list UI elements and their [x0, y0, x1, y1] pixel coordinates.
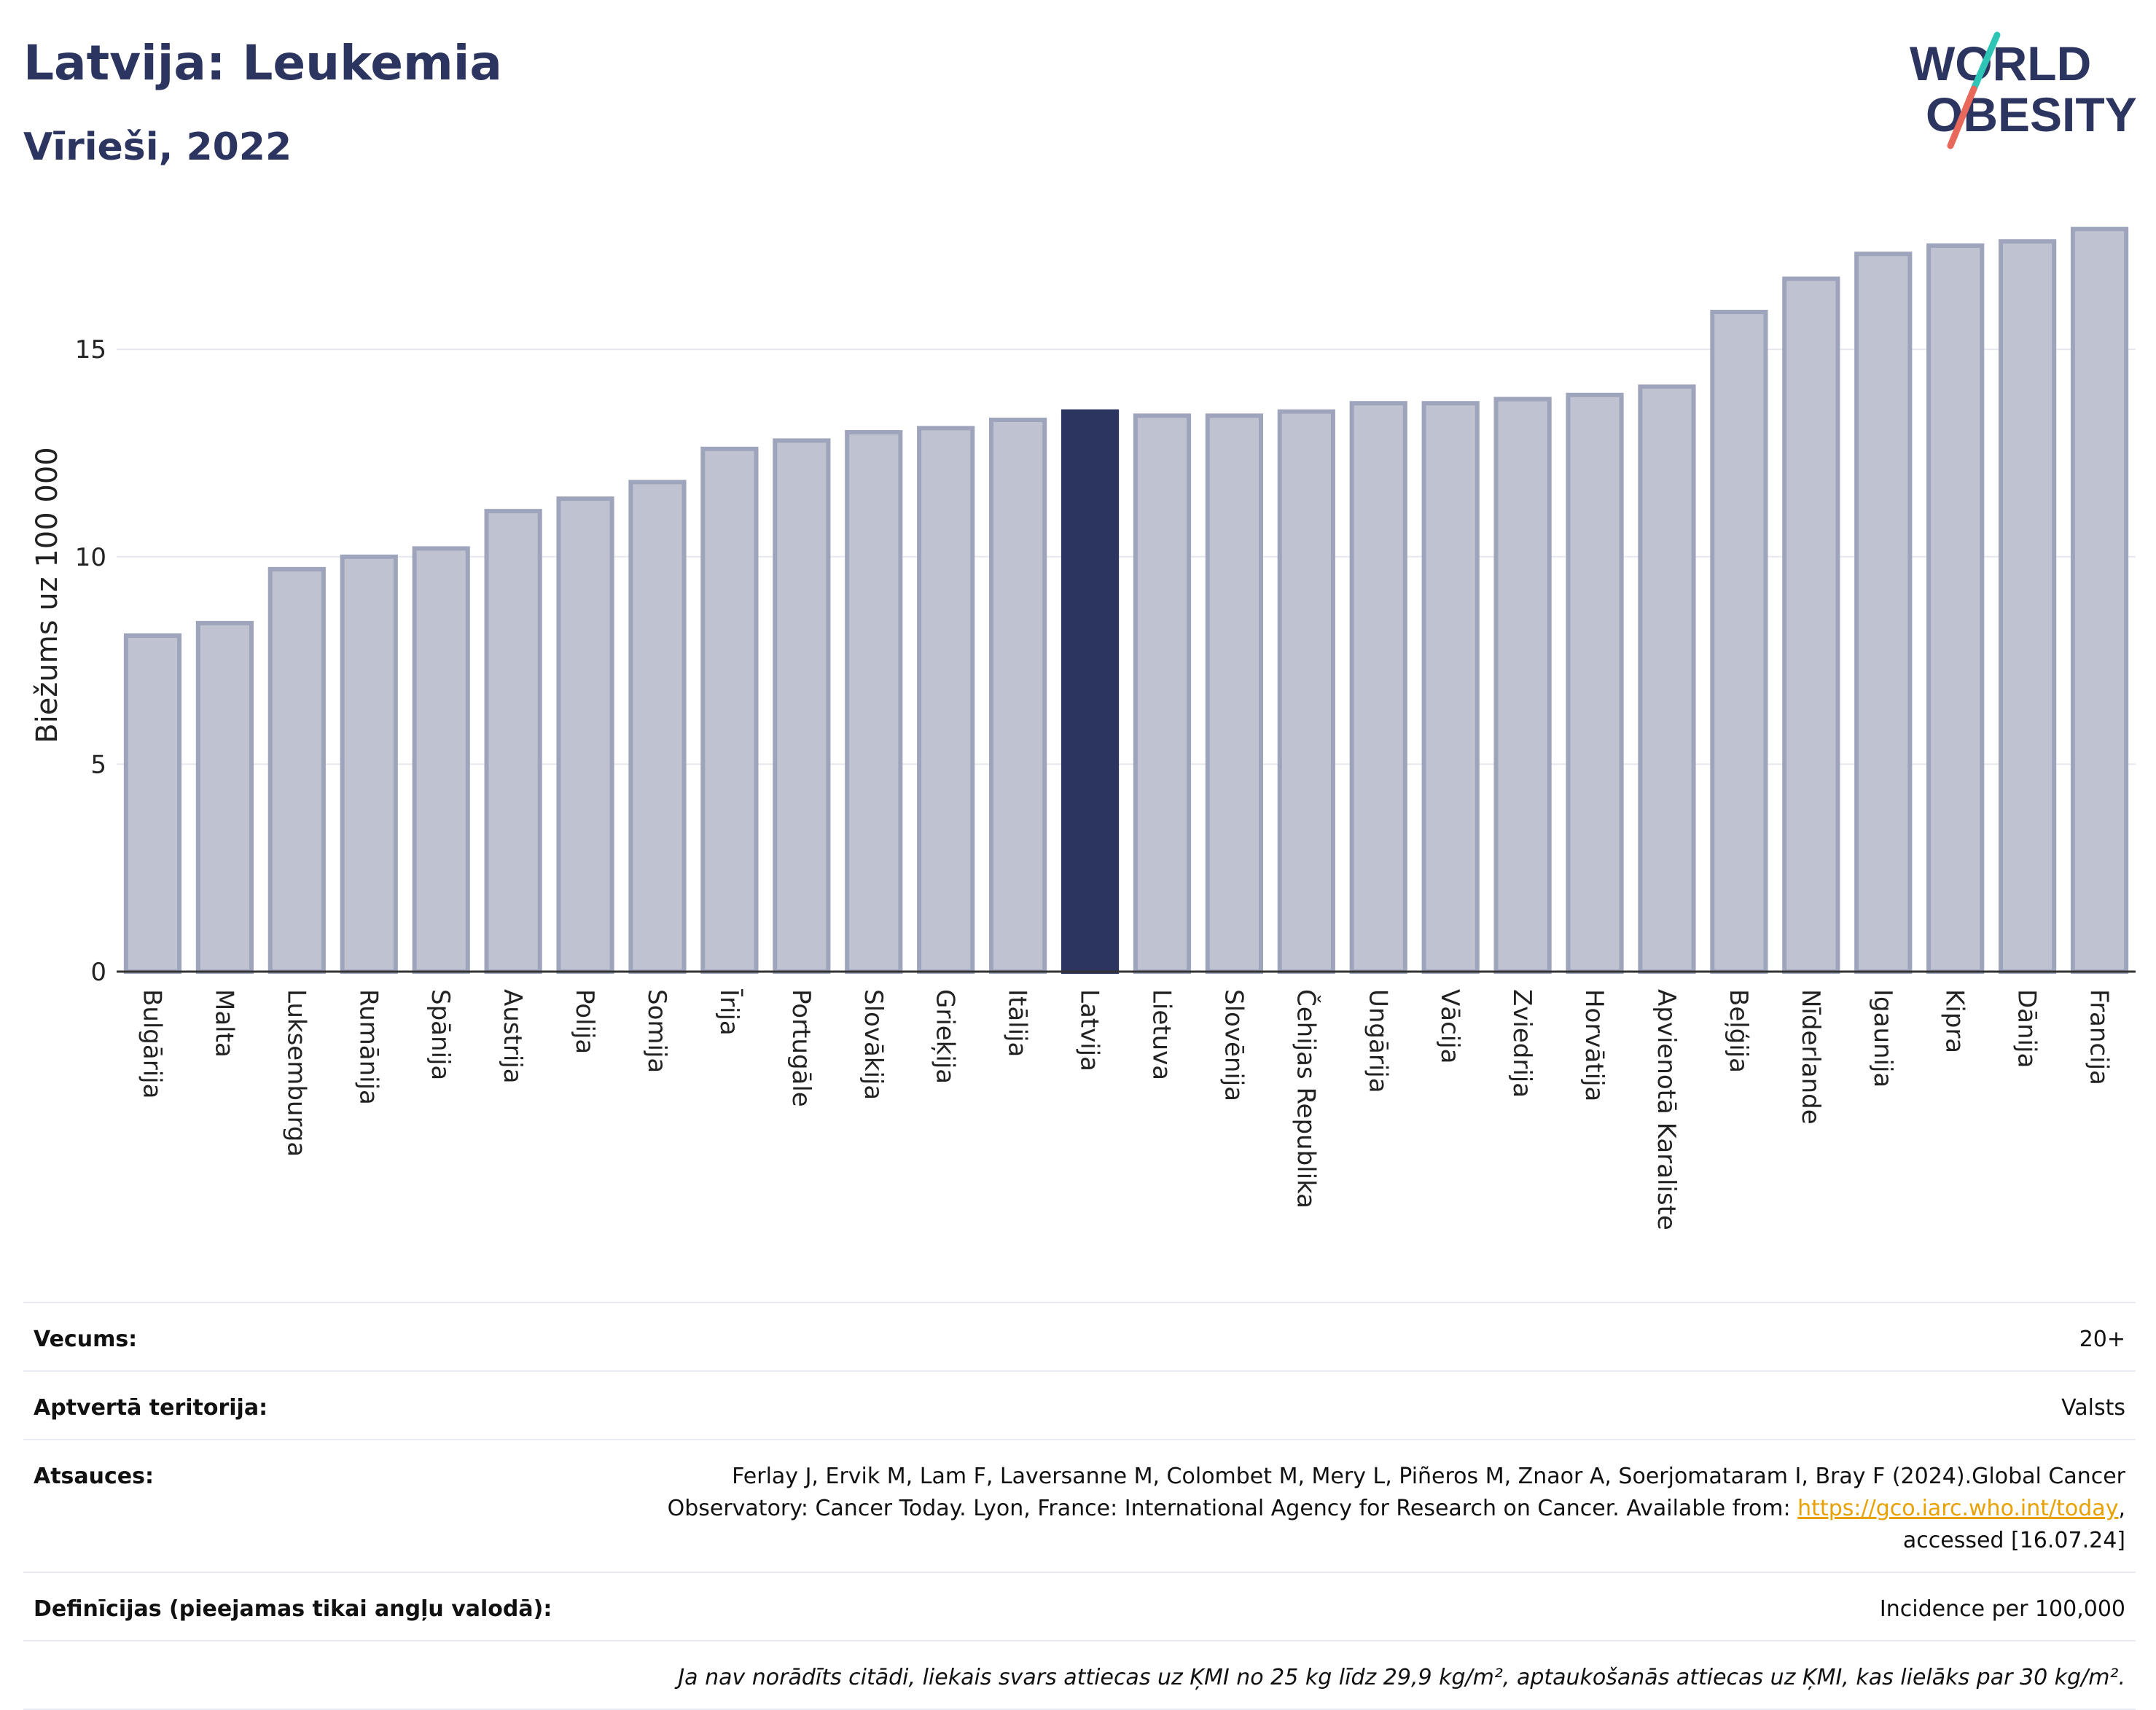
bar-Polija — [556, 496, 614, 974]
bar-Horvātija — [1566, 392, 1624, 974]
info-row-definitions: Definīcijas (pieejamas tikai angļu valod… — [23, 1572, 2136, 1640]
bar-Latvija — [1061, 409, 1120, 974]
x-tick-label: Spānija — [426, 989, 455, 1080]
x-tick-label: Rumānija — [354, 989, 383, 1105]
references-text-2: Observatory: Cancer Today. Lyon, France:… — [667, 1496, 1798, 1521]
bar-Dānija — [1999, 239, 2057, 974]
references-link[interactable]: https://gco.iarc.who.int/today — [1797, 1496, 2119, 1521]
bars — [123, 227, 2129, 975]
bar-Luksemburga — [267, 566, 326, 974]
x-tick-label: Beļģija — [1724, 989, 1753, 1073]
y-tick-label: 15 — [75, 335, 106, 364]
y-axis-ticks: 0 5 10 15 — [75, 335, 106, 987]
x-tick-label: Igaunija — [1868, 989, 1897, 1088]
definitions-label: Definīcijas (pieejamas tikai angļu valod… — [34, 1596, 552, 1622]
info-table: Vecums: 20+ Aptvertā teritorija: Valsts … — [23, 1302, 2136, 1710]
bar-Slovākija — [845, 430, 903, 974]
x-tick-label: Kipra — [1940, 989, 1969, 1053]
x-tick-label: Slovēnija — [1219, 989, 1248, 1101]
bar-Grieķija — [917, 426, 975, 974]
bar-Igaunija — [1854, 251, 1913, 975]
x-tick-label: Polija — [570, 989, 599, 1054]
bar-Lietuva — [1133, 413, 1192, 974]
x-tick-label: Malta — [209, 989, 238, 1058]
bar-Bulgārija — [123, 633, 182, 975]
bar-Zviedrija — [1493, 397, 1552, 974]
y-axis-label: Biežums uz 100 000 — [31, 447, 64, 743]
chart-subtitle: Vīrieši, 2022 — [23, 125, 292, 169]
x-tick-label: Nīderlande — [1796, 989, 1825, 1125]
bar-Kipra — [1926, 243, 1985, 974]
x-tick-label: Grieķija — [931, 989, 960, 1084]
y-tick-label: 10 — [75, 543, 106, 572]
x-tick-label: Slovākija — [859, 989, 888, 1100]
x-tick-label: Vācija — [1435, 989, 1464, 1064]
references-value: Ferlay J, Ervik M, Lam F, Laversanne M, … — [668, 1461, 2125, 1557]
logo-word-1: WORLD — [1910, 36, 2091, 90]
x-tick-label: Latvija — [1075, 989, 1104, 1071]
bar-Somija — [628, 480, 687, 974]
territory-value: Valsts — [2061, 1395, 2125, 1421]
bar-Nīderlande — [1782, 276, 1840, 974]
x-tick-label: Austrija — [498, 989, 527, 1084]
info-row-territory: Aptvertā teritorija: Valsts — [23, 1370, 2136, 1439]
x-tick-label: Čehijas Republika — [1291, 989, 1321, 1209]
bar-Apvienotā Karaliste — [1638, 384, 1696, 974]
world-obesity-logo: WORLD OBESITY — [1910, 31, 2137, 149]
x-tick-label: Portugāle — [786, 989, 816, 1107]
bar-Vācija — [1421, 401, 1480, 974]
x-axis-ticks: Bulgārija Malta Luksemburga Rumānija Spānija… — [137, 989, 2113, 1230]
x-tick-label: Bulgārija — [137, 989, 166, 1098]
references-text-1: Ferlay J, Ervik M, Lam F, Laversanne M, … — [732, 1464, 2125, 1489]
x-tick-label: Francija — [2085, 989, 2114, 1085]
bar-Slovēnija — [1205, 413, 1263, 974]
age-label: Vecums: — [34, 1327, 138, 1352]
x-tick-label: Dānija — [2012, 989, 2042, 1068]
x-tick-label: Zviedrija — [1507, 989, 1536, 1098]
bar-Austrija — [484, 509, 542, 974]
bar-Portugāle — [773, 438, 831, 974]
bar-Itālija — [989, 417, 1047, 974]
info-row-references: Atsauces: Ferlay J, Ervik M, Lam F, Lave… — [23, 1439, 2136, 1572]
x-tick-label: Īrija — [714, 989, 743, 1036]
chart-title: Latvija: Leukemia — [23, 35, 502, 91]
bar-Īrija — [700, 446, 759, 974]
bar-Čehijas Republika — [1277, 409, 1335, 974]
territory-label: Aptvertā teritorija: — [34, 1395, 268, 1421]
x-tick-label: Apvienotā Karaliste — [1652, 989, 1681, 1230]
footnote: Ja nav norādīts citādi, liekais svars at… — [678, 1665, 2125, 1690]
x-tick-label: Somija — [642, 989, 671, 1073]
bar-chart: 0 5 10 15 Bulgārija Malta Luksemburga Rumānija… — [31, 227, 2136, 1230]
bar-Ungārija — [1349, 401, 1407, 974]
bar-Spānija — [412, 546, 470, 974]
logo-slash-red — [1947, 85, 1977, 149]
logo-slash-teal — [1970, 31, 2001, 93]
x-tick-label: Itālija — [1003, 989, 1032, 1057]
info-row-note: Ja nav norādīts citādi, liekais svars at… — [23, 1640, 2136, 1710]
x-tick-label: Lietuva — [1147, 989, 1176, 1080]
references-text-3: , — [2118, 1496, 2125, 1521]
y-tick-label: 0 — [90, 958, 106, 987]
age-value: 20+ — [2079, 1327, 2125, 1352]
x-tick-label: Horvātija — [1579, 989, 1609, 1101]
y-tick-label: 5 — [90, 750, 106, 779]
bar-Beļģija — [1710, 309, 1768, 974]
bar-Malta — [195, 620, 254, 975]
references-text-4: accessed [16.07.24] — [1902, 1528, 2125, 1553]
bar-Francija — [2070, 227, 2129, 974]
x-tick-label: Luksemburga — [281, 989, 310, 1157]
bar-Rumānija — [340, 554, 398, 974]
definitions-value: Incidence per 100,000 — [1879, 1596, 2125, 1622]
references-label: Atsauces: — [34, 1464, 154, 1489]
info-row-age: Vecums: 20+ — [23, 1302, 2136, 1370]
x-tick-label: Ungārija — [1363, 989, 1392, 1093]
